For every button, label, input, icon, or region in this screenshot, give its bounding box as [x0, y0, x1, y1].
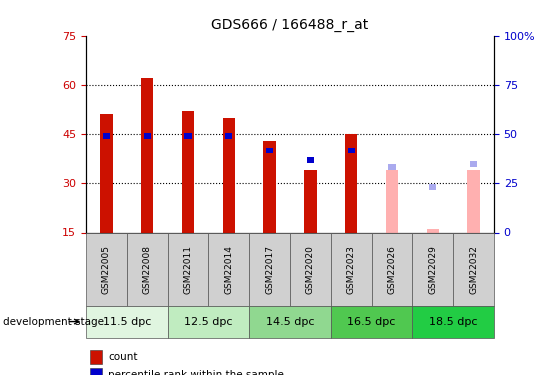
- Bar: [264, 141, 276, 232]
- Bar: [427, 229, 439, 232]
- Bar: [90, 368, 102, 375]
- Text: percentile rank within the sample: percentile rank within the sample: [108, 370, 284, 375]
- Bar: [223, 118, 235, 232]
- Text: 12.5 dpc: 12.5 dpc: [184, 316, 233, 327]
- Text: GSM22014: GSM22014: [224, 244, 233, 294]
- Bar: [127, 232, 168, 306]
- Bar: [331, 232, 372, 306]
- Text: GSM22011: GSM22011: [184, 244, 193, 294]
- Bar: [225, 133, 233, 139]
- Text: GSM22026: GSM22026: [387, 244, 396, 294]
- Text: count: count: [108, 352, 138, 362]
- Bar: [412, 306, 494, 338]
- Text: 11.5 dpc: 11.5 dpc: [103, 316, 151, 327]
- Bar: [182, 111, 194, 232]
- Text: GSM22005: GSM22005: [102, 244, 111, 294]
- Text: 14.5 dpc: 14.5 dpc: [266, 316, 314, 327]
- Text: GSM22023: GSM22023: [347, 244, 356, 294]
- Bar: [470, 160, 477, 166]
- Bar: [331, 306, 412, 338]
- Bar: [249, 306, 331, 338]
- Bar: [86, 232, 127, 306]
- Title: GDS666 / 166488_r_at: GDS666 / 166488_r_at: [211, 18, 369, 32]
- Bar: [412, 232, 453, 306]
- Bar: [141, 78, 153, 232]
- Bar: [184, 133, 191, 139]
- Bar: [168, 306, 249, 338]
- Bar: [266, 147, 273, 153]
- Bar: [100, 114, 113, 232]
- Bar: [304, 170, 316, 232]
- Bar: [168, 232, 209, 306]
- Text: 18.5 dpc: 18.5 dpc: [429, 316, 477, 327]
- Bar: [249, 232, 290, 306]
- Bar: [208, 232, 249, 306]
- Bar: [144, 133, 151, 139]
- Bar: [388, 164, 396, 170]
- Text: 16.5 dpc: 16.5 dpc: [347, 316, 396, 327]
- Bar: [290, 232, 331, 306]
- Bar: [345, 134, 357, 232]
- Bar: [429, 184, 436, 189]
- Bar: [90, 350, 102, 364]
- Text: GSM22008: GSM22008: [143, 244, 152, 294]
- Text: development stage: development stage: [3, 316, 104, 327]
- Bar: [386, 170, 398, 232]
- Bar: [467, 170, 480, 232]
- Text: GSM22032: GSM22032: [469, 244, 478, 294]
- Bar: [372, 232, 412, 306]
- Bar: [307, 158, 314, 163]
- Bar: [86, 306, 168, 338]
- Text: GSM22020: GSM22020: [306, 244, 315, 294]
- Bar: [103, 133, 110, 139]
- Text: GSM22029: GSM22029: [428, 244, 437, 294]
- Bar: [347, 147, 355, 153]
- Text: GSM22017: GSM22017: [265, 244, 274, 294]
- Bar: [453, 232, 494, 306]
